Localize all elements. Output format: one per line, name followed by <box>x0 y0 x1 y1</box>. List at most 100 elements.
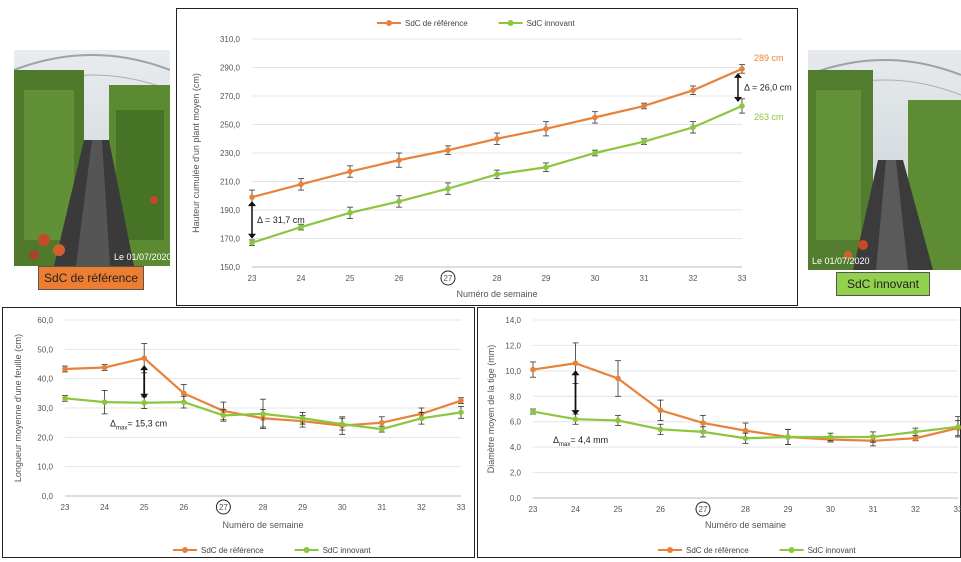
data-point-innovant <box>494 171 500 178</box>
x-tick-label: 24 <box>571 505 580 514</box>
annotation-innov-final: 263 cm <box>754 112 784 122</box>
x-tick-label: 23 <box>248 274 257 283</box>
x-tick-label: 25 <box>614 505 623 514</box>
x-tick-label: 27 <box>699 505 708 514</box>
annotation-delta-max: Δmax= 15,3 cm <box>110 419 167 432</box>
data-point-reference <box>912 435 919 442</box>
data-point-innovant <box>955 424 961 430</box>
highlight-week-circle <box>440 270 456 286</box>
y-tick-label: 0,0 <box>42 492 54 501</box>
delta-arrowhead <box>571 410 580 416</box>
x-tick-label: 27 <box>219 503 228 512</box>
x-tick-label: 29 <box>784 505 793 514</box>
data-point-innovant <box>690 124 696 131</box>
data-point-reference <box>445 147 451 153</box>
data-point-innovant <box>298 224 304 230</box>
photo-date: Le 01/07/2020 <box>114 252 170 262</box>
y-tick-label: 4,0 <box>510 443 522 452</box>
x-tick-label: 30 <box>591 274 600 283</box>
legend-marker-innovant <box>788 547 795 553</box>
y-axis-title: Hauteur cumulée d'un plant moyen (cm) <box>191 73 201 233</box>
legend-label: SdC innovant <box>323 546 372 555</box>
data-point-reference <box>181 390 187 397</box>
x-tick-label: 26 <box>179 503 188 512</box>
x-tick-label: 27 <box>444 274 453 283</box>
y-tick-label: 60,0 <box>37 316 53 325</box>
x-tick-label: 28 <box>259 503 268 512</box>
annotation-delta-start: Δ = 31,7 cm <box>257 215 305 225</box>
legend-label: SdC innovant <box>808 546 857 555</box>
greenhouse-reference-image: Le 01/07/2020 <box>14 50 170 266</box>
data-point-innovant <box>742 435 749 442</box>
y-tick-label: 6,0 <box>510 418 522 427</box>
stem-diameter-chart: 0,0 2,0 4,0 6,0 8,0 10,0 12,0 14,0 23 24 25 26 27 28 2… <box>486 316 961 555</box>
y-tick-label: 150,0 <box>220 263 241 272</box>
y-tick-label: 10,0 <box>37 463 53 472</box>
legend-marker-reference <box>182 547 188 553</box>
data-point-innovant <box>572 416 579 422</box>
y-tick-label: 190,0 <box>220 206 241 215</box>
data-point-reference <box>379 419 385 426</box>
x-tick-label: 24 <box>297 274 306 283</box>
legend-label: SdC de référence <box>201 546 264 555</box>
x-tick-label: 31 <box>640 274 649 283</box>
photo-date: Le 01/07/2020 <box>812 256 870 266</box>
y-tick-label: 2,0 <box>510 469 522 478</box>
leaf-length-chart: 0,0 10,0 20,0 30,0 40,0 50,0 60,0 23 24 25 26 27 28 2… <box>13 316 466 555</box>
y-tick-label: 40,0 <box>37 375 53 384</box>
y-tick-label: 170,0 <box>220 235 241 244</box>
data-point-reference <box>742 427 749 434</box>
data-point-innovant <box>592 150 598 156</box>
x-tick-label: 33 <box>954 505 961 514</box>
data-point-innovant <box>870 434 876 440</box>
data-point-reference <box>700 420 706 426</box>
x-tick-label: 29 <box>542 274 551 283</box>
x-tick-label: 29 <box>298 503 307 512</box>
data-point-innovant <box>739 103 745 109</box>
highlight-week-circle <box>215 499 231 515</box>
x-tick-label: 23 <box>61 503 70 512</box>
y-tick-label: 230,0 <box>220 149 241 158</box>
data-point-innovant <box>339 421 346 427</box>
data-point-reference <box>494 135 500 142</box>
x-tick-label: 33 <box>457 503 466 512</box>
data-point-reference <box>543 125 549 132</box>
y-tick-label: 250,0 <box>220 121 241 130</box>
data-point-innovant <box>418 415 425 422</box>
data-point-reference <box>592 114 598 121</box>
y-tick-label: 210,0 <box>220 178 241 187</box>
data-point-innovant <box>62 395 68 402</box>
y-tick-label: 12,0 <box>505 341 521 350</box>
delta-arrowhead <box>140 365 149 371</box>
data-point-reference <box>739 66 745 72</box>
y-tick-label: 30,0 <box>37 404 53 413</box>
legend-marker-innovant <box>303 547 310 553</box>
x-axis-title: Numéro de semaine <box>456 289 537 299</box>
data-point-reference <box>690 87 696 94</box>
y-tick-label: 10,0 <box>505 367 521 376</box>
photo-reference: Le 01/07/2020 <box>14 50 170 266</box>
data-point-innovant <box>141 399 147 406</box>
x-tick-label: 30 <box>338 503 347 512</box>
leaf-chart-panel: 0,0 10,0 20,0 30,0 40,0 50,0 60,0 23 24 25 26 27 28 2… <box>2 307 475 558</box>
y-tick-label: 8,0 <box>510 392 522 401</box>
x-tick-label: 23 <box>529 505 538 514</box>
delta-arrowhead <box>248 201 256 207</box>
data-point-reference <box>298 181 304 188</box>
data-point-innovant <box>785 434 791 440</box>
legend-label: SdC innovant <box>527 19 576 28</box>
data-point-reference <box>572 360 579 367</box>
data-point-reference <box>641 103 647 109</box>
x-tick-label: 24 <box>100 503 109 512</box>
data-point-reference <box>249 194 255 200</box>
data-point-innovant <box>347 210 353 216</box>
legend-marker-reference <box>386 20 392 26</box>
y-tick-label: 310,0 <box>220 35 241 44</box>
data-point-reference <box>396 157 402 163</box>
legend-marker-reference <box>667 547 673 553</box>
height-chart: 150,0 170,0 190,0 210,0 230,0 250,0 270,0 290,0… <box>191 19 792 299</box>
x-tick-label: 32 <box>689 274 698 283</box>
data-point-innovant <box>530 408 536 415</box>
photo-label-reference: SdC de référence <box>38 266 144 290</box>
highlight-week-circle <box>695 501 711 517</box>
